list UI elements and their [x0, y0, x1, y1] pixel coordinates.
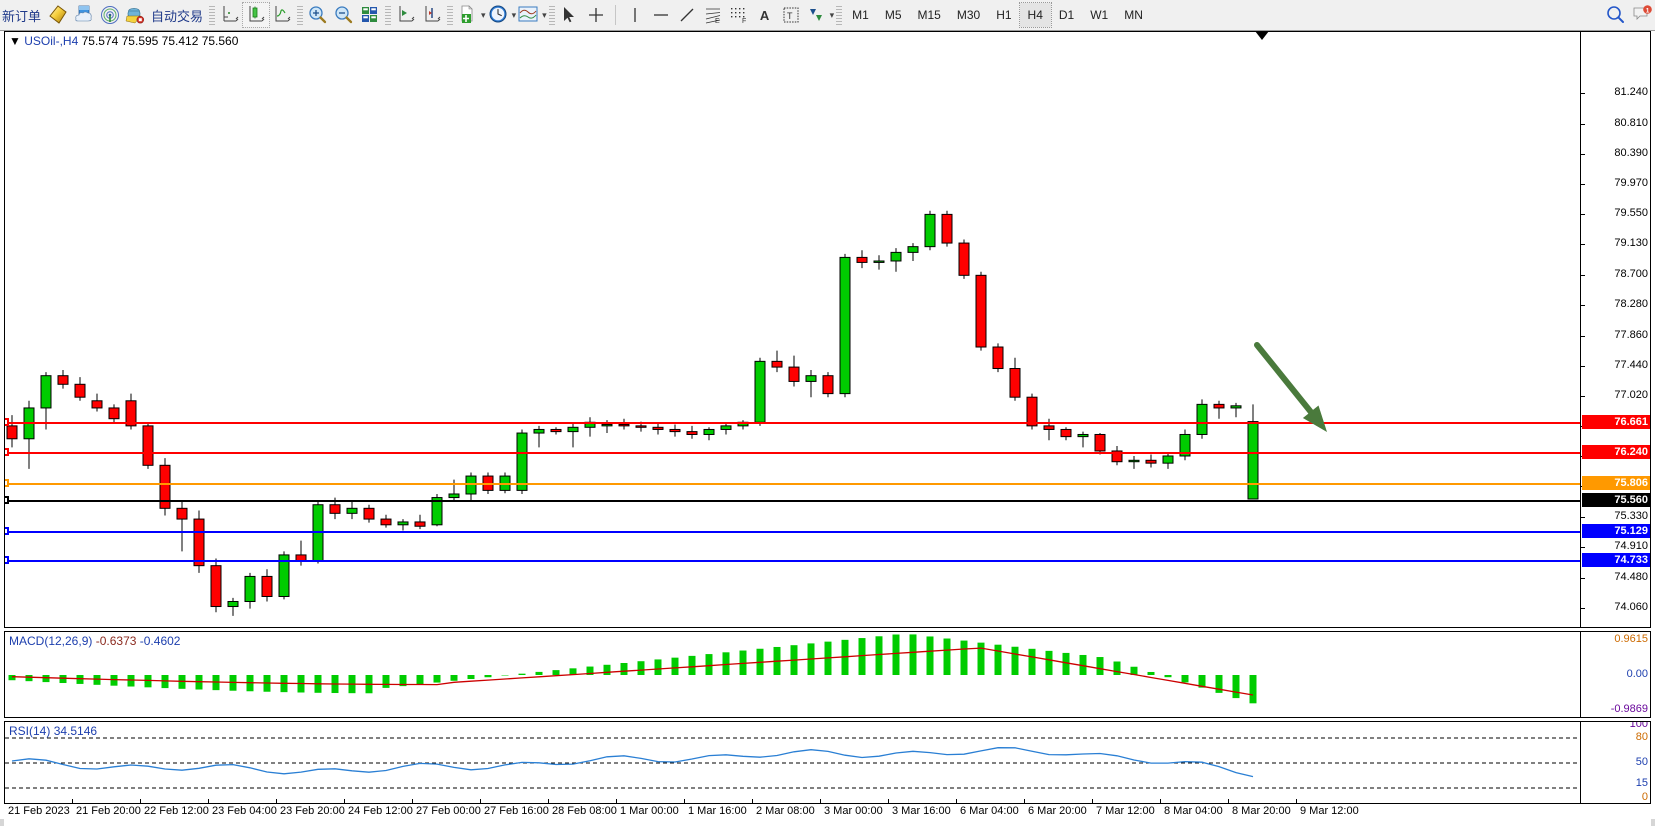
svg-text:F: F [742, 18, 746, 24]
svg-text:1: 1 [1646, 7, 1650, 14]
svg-text:T: T [787, 11, 793, 21]
svg-text:E: E [715, 18, 720, 24]
